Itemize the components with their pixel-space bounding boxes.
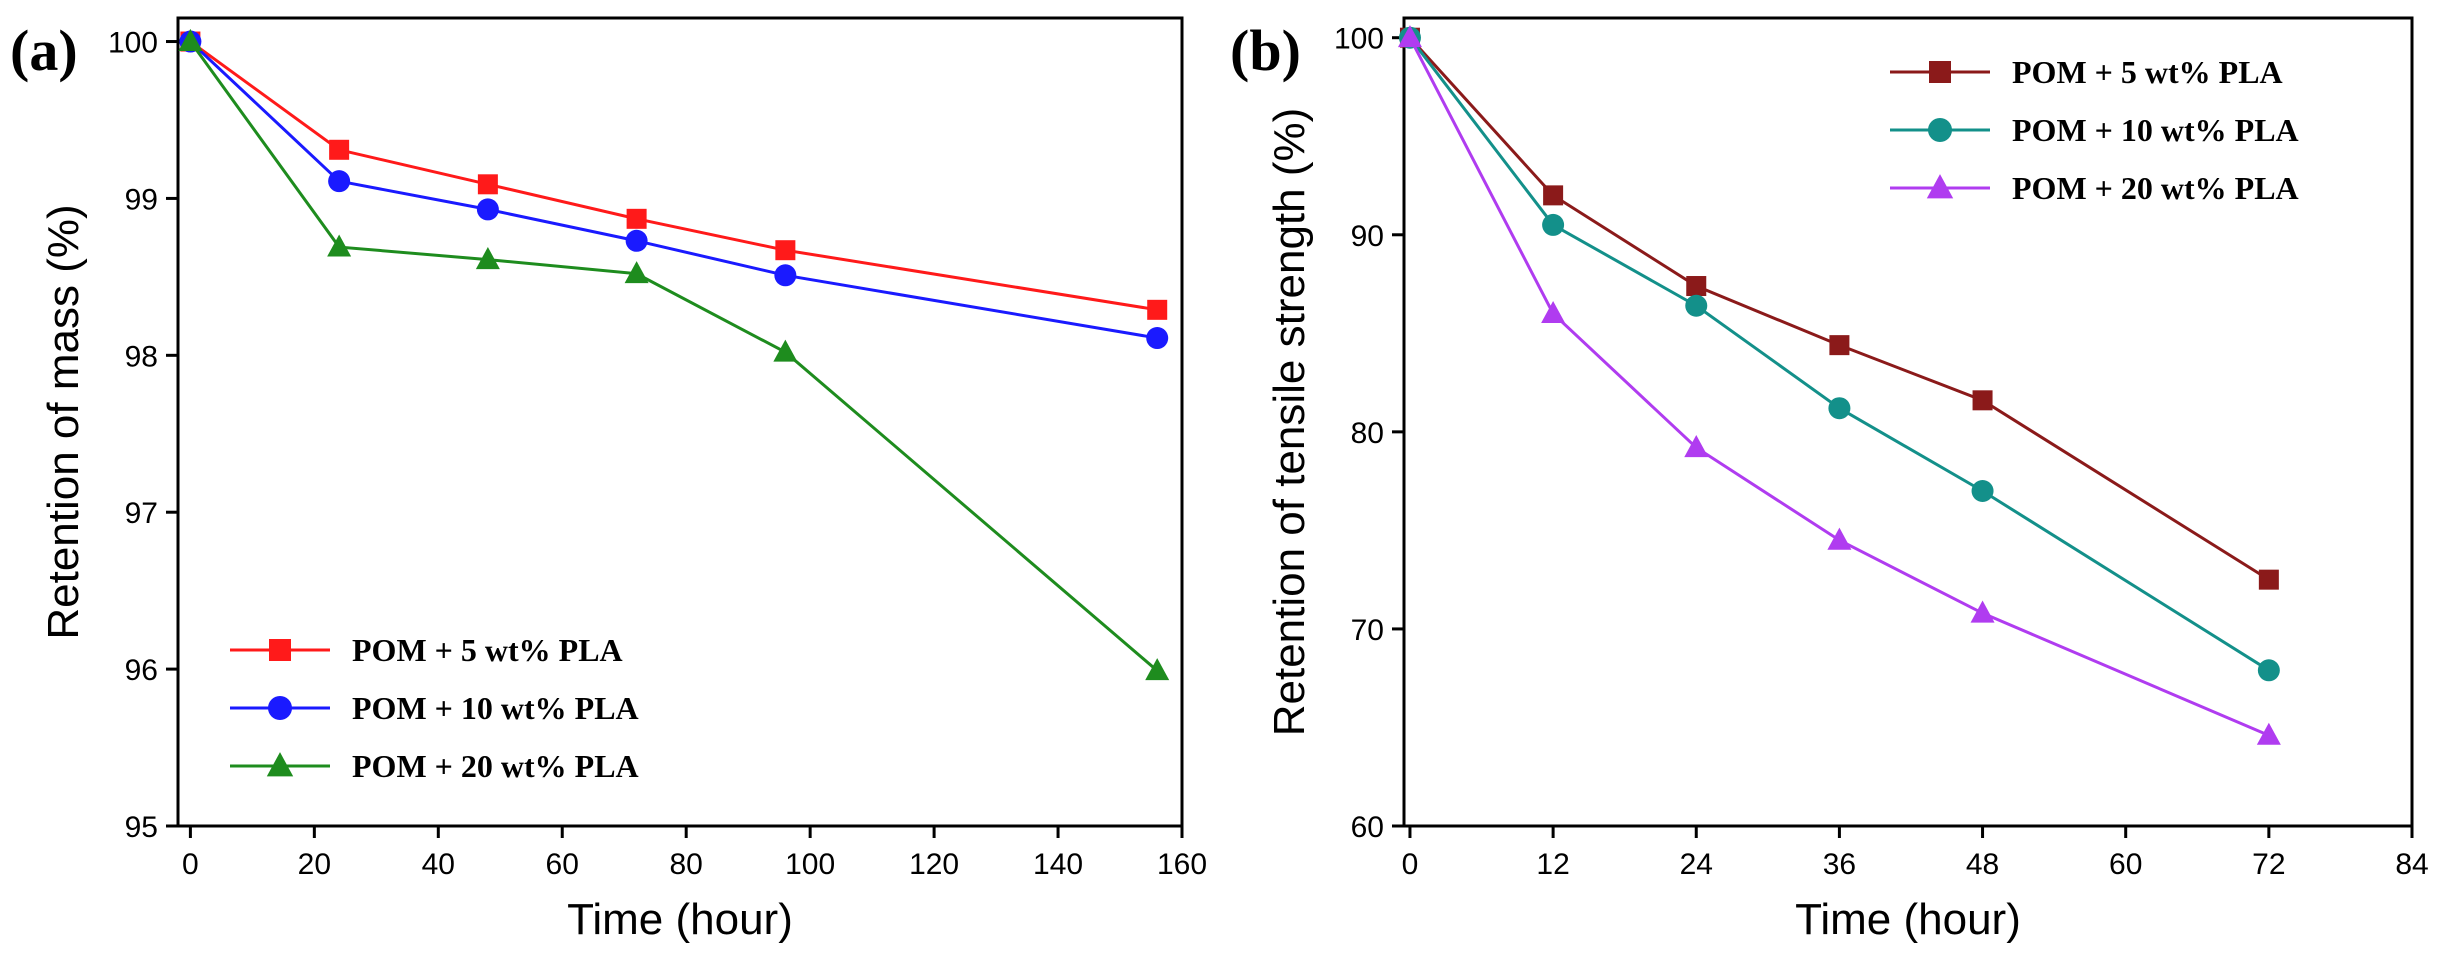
data-point — [1972, 390, 1993, 411]
data-point — [476, 198, 499, 221]
data-point — [1146, 327, 1169, 350]
x-tick-label: 20 — [298, 848, 331, 881]
x-tick-label: 140 — [1033, 848, 1083, 881]
legend-marker — [266, 752, 294, 777]
y-tick-label: 96 — [125, 654, 158, 687]
legend-label: POM + 20 wt% PLA — [2012, 170, 2299, 206]
data-point — [775, 240, 796, 261]
data-point — [475, 247, 500, 270]
data-point — [1684, 435, 1709, 458]
panel-label: (a) — [10, 18, 78, 83]
chart-panel-a: 0 20 40 60 80 100 120 140 160 95 96 97 98 99 100 Time (… — [10, 16, 1207, 944]
data-point — [773, 339, 798, 362]
x-axis-label: Time (hour) — [567, 895, 793, 944]
data-point — [1541, 301, 1566, 324]
series-3 — [1397, 25, 2281, 745]
data-point — [1685, 294, 1708, 317]
x-tick-label: 48 — [1966, 848, 1999, 881]
series-line — [189, 40, 1158, 340]
data-point — [774, 264, 797, 287]
y-tick-label: 95 — [125, 811, 158, 844]
legend-label: POM + 10 wt% PLA — [352, 690, 639, 726]
data-point — [1971, 479, 1994, 502]
y-tick-label: 100 — [108, 27, 158, 60]
series-line — [1408, 36, 2270, 672]
data-point — [329, 139, 350, 160]
y-axis-label: Retention of mass (%) — [39, 204, 88, 639]
legend: POM + 5 wt% PLA POM + 10 wt% PLA POM + 20 … — [230, 632, 639, 784]
legend-label: POM + 10 wt% PLA — [2012, 112, 2299, 148]
y-tick-label: 60 — [1351, 811, 1384, 844]
data-point — [327, 234, 352, 257]
legend-marker — [269, 639, 291, 661]
y-tick-label: 99 — [125, 183, 158, 216]
data-point — [1970, 600, 1995, 623]
x-tick-label: 12 — [1536, 848, 1569, 881]
y-tick-label: 70 — [1351, 614, 1384, 647]
series-2 — [179, 30, 1169, 350]
data-point — [1829, 335, 1850, 356]
x-tick-label: 160 — [1157, 848, 1207, 881]
data-point — [1145, 658, 1170, 681]
y-axis-label: Retention of tensile strength (%) — [1265, 108, 1314, 737]
x-axis-label: Time (hour) — [1795, 895, 2021, 944]
data-point — [1827, 527, 1852, 550]
legend-marker — [1928, 118, 1952, 142]
x-tick-label: 24 — [1680, 848, 1713, 881]
x-tick-label: 40 — [422, 848, 455, 881]
x-tick-label: 0 — [182, 848, 199, 881]
x-tick-label: 84 — [2395, 848, 2428, 881]
data-point — [1828, 397, 1851, 420]
series-line — [1408, 37, 2270, 737]
series-line — [189, 40, 1158, 312]
series-3 — [178, 28, 1170, 681]
data-point — [1686, 276, 1707, 297]
data-point — [328, 170, 351, 193]
x-tick-label: 80 — [670, 848, 703, 881]
x-tick-label: 60 — [2109, 848, 2142, 881]
legend-marker — [1929, 61, 1951, 83]
y-tick-label: 98 — [125, 340, 158, 373]
data-point — [2256, 722, 2281, 745]
y-tick-label: 80 — [1351, 417, 1384, 450]
x-tick-label: 60 — [546, 848, 579, 881]
x-tick-label: 36 — [1823, 848, 1856, 881]
legend-marker — [268, 696, 292, 720]
series-line — [189, 40, 1159, 672]
series-1 — [180, 31, 1168, 320]
data-point — [1147, 299, 1168, 320]
data-point — [2258, 569, 2279, 590]
data-point — [2257, 659, 2280, 682]
panel-label: (b) — [1230, 18, 1301, 83]
data-point — [1543, 185, 1564, 206]
chart-panel-b: 0 12 24 36 48 60 72 84 60 70 80 90 100 Time (hour) Ret… — [1230, 16, 2429, 944]
data-point — [477, 174, 498, 195]
x-tick-label: 0 — [1402, 848, 1419, 881]
legend-label: POM + 5 wt% PLA — [2012, 54, 2283, 90]
y-tick-label: 97 — [125, 497, 158, 530]
series-1 — [1399, 27, 2279, 590]
data-point — [626, 208, 647, 229]
x-tick-label: 100 — [785, 848, 835, 881]
data-point — [1397, 25, 1422, 48]
plot-frame — [176, 16, 1184, 828]
y-tick-label: 100 — [1334, 23, 1384, 56]
legend-label: POM + 20 wt% PLA — [352, 748, 639, 784]
plot-frame — [1402, 16, 2414, 828]
data-point — [178, 28, 203, 51]
series-line — [1408, 36, 2270, 581]
series-2 — [1398, 26, 2280, 682]
y-tick-label: 90 — [1351, 220, 1384, 253]
data-point — [1542, 213, 1565, 236]
legend-marker — [1926, 174, 1954, 199]
x-tick-label: 120 — [909, 848, 959, 881]
data-point — [625, 229, 648, 252]
legend: POM + 5 wt% PLA POM + 10 wt% PLA POM + 20 … — [1890, 54, 2299, 206]
data-point — [624, 261, 649, 284]
x-tick-label: 72 — [2252, 848, 2285, 881]
legend-label: POM + 5 wt% PLA — [352, 632, 623, 668]
